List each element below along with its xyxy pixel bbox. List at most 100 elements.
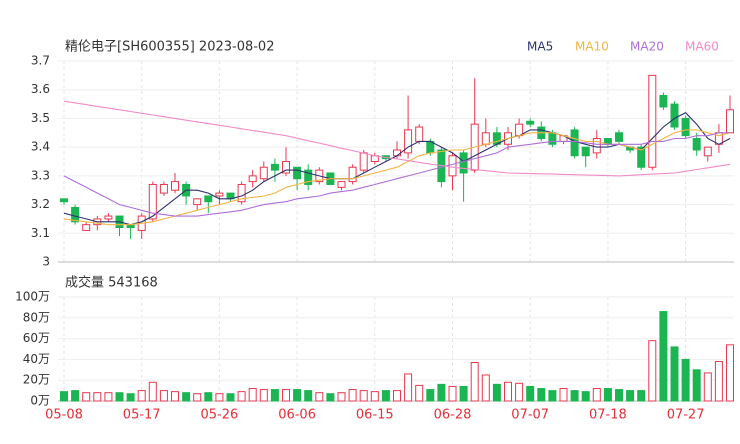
candle-body	[526, 120, 535, 125]
candle-body	[659, 94, 668, 108]
candle-body	[637, 146, 646, 168]
candle-body	[592, 138, 601, 154]
ma-line	[63, 112, 731, 226]
candle-body	[215, 192, 224, 197]
y-tick-label: 20万	[23, 373, 50, 387]
candle-body	[548, 132, 557, 145]
volume-bar	[182, 392, 191, 402]
volume-bar	[603, 388, 612, 402]
volume-bar	[515, 382, 524, 402]
candle-body	[481, 132, 490, 145]
candle-body	[193, 198, 202, 206]
volume-bar	[404, 373, 413, 402]
chart-title: 精伦电子[SH600355] 2023-08-02	[65, 40, 274, 55]
x-tick-label: 05-26	[201, 408, 239, 423]
volume-bar	[282, 389, 290, 402]
x-tick-label: 06-06	[278, 408, 316, 423]
volume-bar	[270, 389, 279, 402]
candle-body	[359, 152, 368, 171]
volume-bar	[126, 393, 135, 402]
candle-body	[304, 169, 313, 185]
y-tick-label: 3.4	[31, 140, 50, 154]
volume-bar	[648, 340, 657, 402]
candle-body	[726, 109, 734, 134]
y-tick-label: 3.5	[31, 111, 50, 125]
ma-line	[63, 100, 731, 177]
volume-bar	[681, 358, 690, 402]
volume-bar	[692, 369, 701, 402]
volume-bar	[592, 388, 601, 402]
candle-body	[415, 126, 424, 142]
volume-bar	[104, 392, 113, 402]
legend-entry: MA10	[575, 40, 609, 54]
volume-bar	[259, 389, 268, 402]
y-tick-label: 3	[42, 255, 50, 269]
volume-bar	[71, 390, 80, 402]
volume-bar	[415, 384, 424, 402]
y-tick-label: 3.6	[31, 82, 50, 96]
candle-body	[259, 166, 268, 180]
volume-bar	[315, 392, 324, 402]
volume-bar	[470, 362, 479, 402]
y-tick-label: 3.1	[31, 226, 50, 240]
candle-body	[248, 175, 257, 183]
volume-bar	[359, 390, 368, 402]
volume-bar	[459, 385, 468, 402]
volume-bar	[670, 346, 679, 402]
y-tick-label: 3.3	[31, 168, 50, 182]
volume-bar	[237, 391, 246, 402]
volume-title: 成交量 543168	[65, 275, 158, 291]
candle-body	[104, 215, 113, 220]
candle-body	[159, 183, 168, 194]
ma-line	[63, 132, 730, 217]
x-tick-label: 07-07	[511, 408, 549, 423]
volume-bar	[393, 390, 401, 402]
volume-bar	[337, 392, 346, 402]
volume-bar	[637, 390, 646, 402]
y-tick-label: 100万	[15, 290, 50, 304]
volume-bar	[504, 381, 512, 402]
candle-body	[703, 146, 712, 157]
volume-bar	[448, 385, 457, 402]
volume-bar	[548, 390, 557, 402]
candle-body	[615, 132, 623, 142]
volume-bar	[381, 390, 390, 402]
volume-bar	[326, 393, 335, 402]
candle-body	[237, 183, 246, 203]
volume-bar	[537, 388, 546, 402]
candle-body	[459, 152, 468, 174]
volume-bar	[159, 390, 168, 402]
x-tick-label: 05-08	[45, 408, 83, 423]
candle-body	[692, 138, 701, 151]
volume-bar	[60, 391, 68, 402]
volume-bar	[526, 385, 535, 402]
legend-entry: MA5	[527, 40, 553, 54]
volume-bar	[93, 392, 102, 402]
volume-bar	[348, 389, 357, 402]
x-tick-label: 06-28	[434, 408, 472, 423]
y-tick-label: 80万	[23, 310, 50, 324]
volume-bar	[426, 389, 435, 402]
volume-bar	[148, 381, 157, 402]
volume-bar	[581, 391, 590, 402]
volume-bar	[226, 393, 235, 402]
candle-body	[204, 195, 213, 203]
candle-body	[282, 161, 290, 174]
candle-body	[448, 155, 457, 177]
volume-bar	[481, 374, 490, 402]
candle-body	[148, 183, 157, 220]
volume-bar	[559, 388, 568, 402]
volume-bar	[370, 391, 379, 402]
x-tick-label: 06-15	[356, 408, 394, 423]
x-tick-label: 05-17	[123, 408, 161, 423]
volume-bar	[714, 360, 723, 402]
volume-bar	[659, 311, 668, 402]
candle-body	[670, 103, 679, 128]
x-tick-label: 07-27	[667, 408, 705, 423]
candle-body	[293, 166, 302, 180]
volume-bar	[304, 390, 313, 402]
volume-bar	[626, 390, 635, 402]
volume-bar	[248, 388, 257, 402]
y-tick-label: 60万	[23, 331, 50, 345]
